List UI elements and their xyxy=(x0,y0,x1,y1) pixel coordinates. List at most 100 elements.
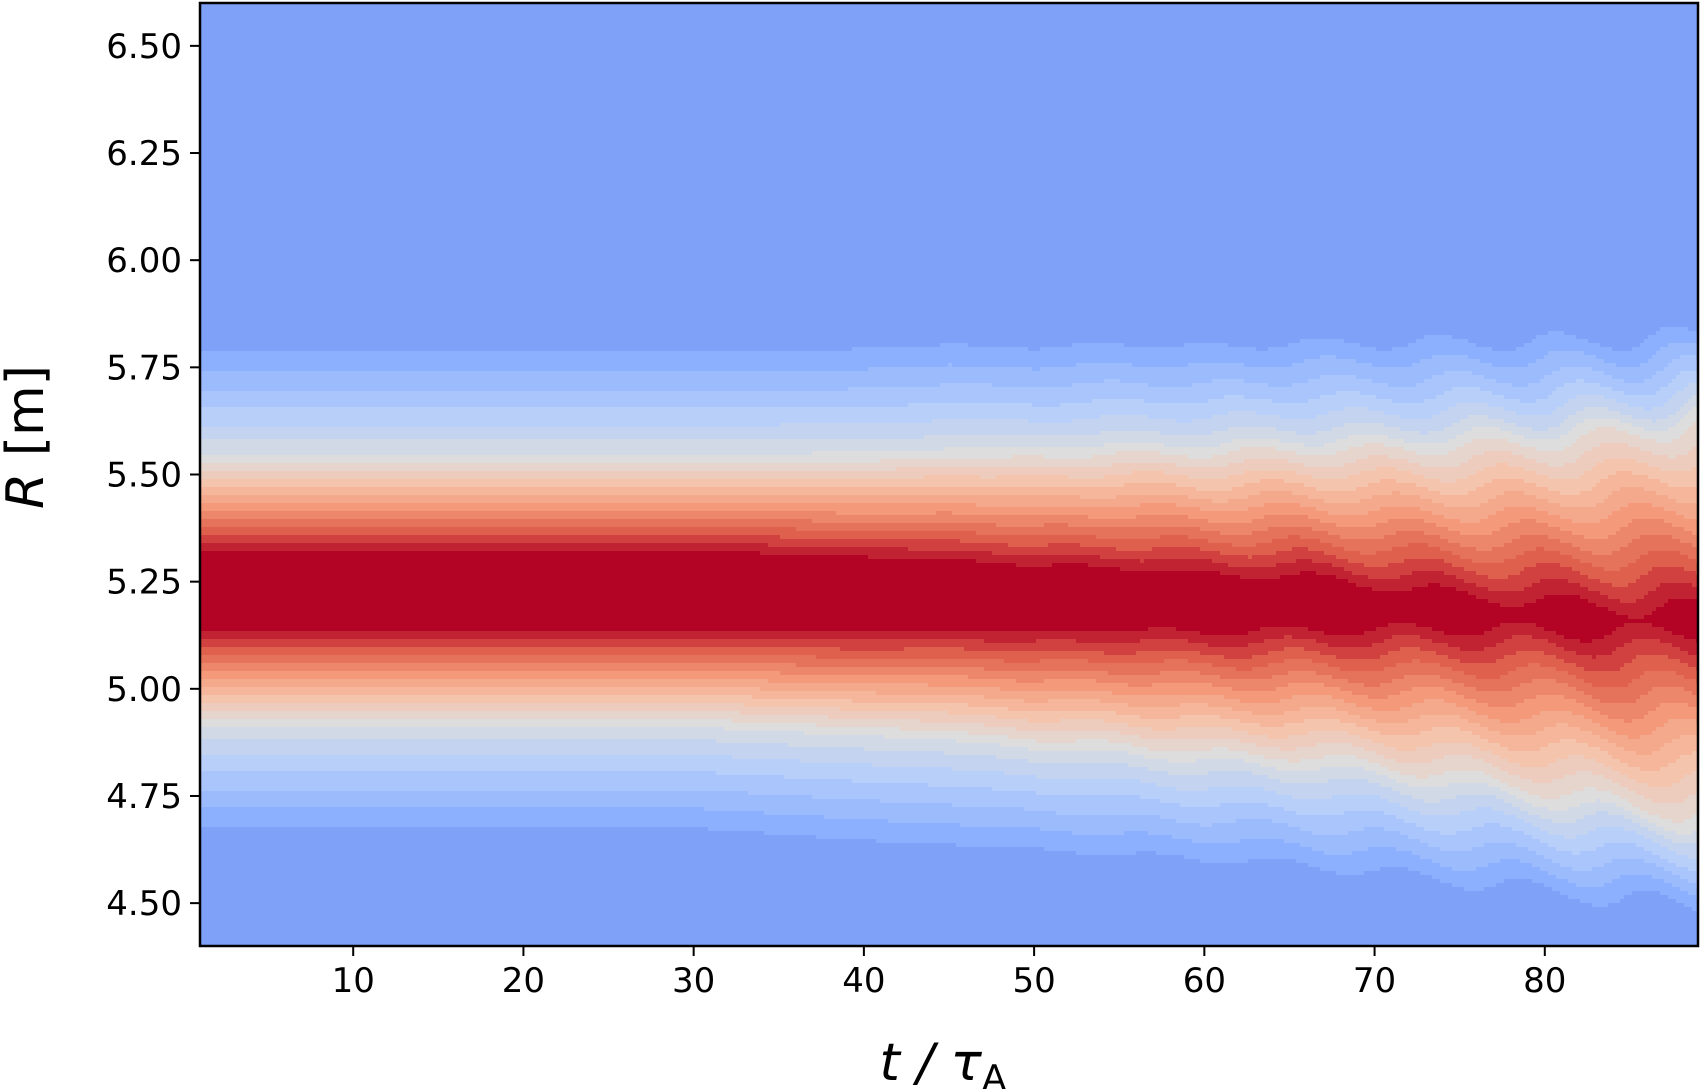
heatmap-cell xyxy=(440,391,445,408)
heatmap-cell xyxy=(256,703,261,712)
heatmap-cell xyxy=(576,519,581,528)
heatmap-cell xyxy=(596,427,601,440)
heatmap-cell xyxy=(368,695,373,704)
heatmap-cell xyxy=(396,487,401,496)
heatmap-cell xyxy=(708,511,713,520)
heatmap-cell xyxy=(544,739,549,756)
heatmap-cell xyxy=(556,463,561,472)
heatmap-cell xyxy=(432,727,437,740)
heatmap-cell xyxy=(556,503,561,512)
heatmap-cell xyxy=(232,695,237,704)
heatmap-cell xyxy=(252,827,257,946)
heatmap-cell xyxy=(424,755,429,772)
heatmap-cell xyxy=(556,711,561,720)
heatmap-cell xyxy=(312,687,317,696)
heatmap-cell xyxy=(704,791,709,812)
heatmap-cell xyxy=(456,771,461,792)
heatmap-cell xyxy=(616,647,621,656)
heatmap-cell xyxy=(220,687,225,696)
heatmap-cell xyxy=(676,407,681,428)
heatmap-cell xyxy=(468,655,473,664)
heatmap-cell xyxy=(388,655,393,664)
heatmap-cell xyxy=(296,371,301,392)
heatmap-cell xyxy=(588,479,593,488)
heatmap-cell xyxy=(356,391,361,408)
heatmap-cell xyxy=(424,663,429,672)
heatmap-cell xyxy=(452,455,457,464)
heatmap-cell xyxy=(420,791,425,808)
heatmap-cell xyxy=(276,771,281,792)
heatmap-cell xyxy=(576,371,581,392)
heatmap-cell xyxy=(412,807,417,828)
heatmap-cell xyxy=(524,503,529,512)
heatmap-cell xyxy=(664,727,669,740)
heatmap-cell xyxy=(504,479,509,488)
heatmap-cell xyxy=(228,719,233,728)
heatmap-cell xyxy=(348,3,353,352)
heatmap-cell xyxy=(692,511,697,520)
heatmap-cell xyxy=(696,471,701,480)
heatmap-cell xyxy=(616,631,621,640)
heatmap-cell xyxy=(492,807,497,828)
heatmap-cell xyxy=(384,727,389,740)
heatmap-cell xyxy=(384,719,389,728)
heatmap-cell xyxy=(296,463,301,472)
heatmap-cell xyxy=(596,511,601,520)
heatmap-cell xyxy=(356,495,361,504)
heatmap-cell xyxy=(636,663,641,672)
heatmap-cell xyxy=(312,543,317,552)
heatmap-cell xyxy=(388,351,393,372)
heatmap-cell xyxy=(392,535,397,544)
heatmap-cell xyxy=(672,679,677,688)
heatmap-cell xyxy=(368,439,373,456)
heatmap-cell xyxy=(480,535,485,544)
heatmap-cell xyxy=(328,739,333,756)
heatmap-cell xyxy=(576,695,581,704)
heatmap-cell xyxy=(556,543,561,552)
heatmap-cell xyxy=(384,351,389,372)
heatmap-cell xyxy=(520,371,525,392)
heatmap-cell xyxy=(300,719,305,728)
heatmap-cell xyxy=(200,687,205,696)
heatmap-cell xyxy=(688,827,693,946)
heatmap-cell xyxy=(608,535,613,544)
heatmap-cell xyxy=(516,663,521,672)
heatmap-cell xyxy=(696,455,701,464)
heatmap-cell xyxy=(696,827,701,946)
heatmap-cell xyxy=(636,703,641,712)
heatmap-cell xyxy=(532,719,537,728)
heatmap-cell xyxy=(588,739,593,756)
heatmap-cell xyxy=(268,527,273,536)
heatmap-cell xyxy=(356,439,361,456)
heatmap-cell xyxy=(260,495,265,504)
heatmap-cell xyxy=(324,3,329,352)
heatmap-cell xyxy=(416,755,421,772)
heatmap-cell xyxy=(472,535,477,544)
heatmap-cell xyxy=(312,463,317,472)
heatmap-cell xyxy=(492,511,497,520)
heatmap-cell xyxy=(424,827,429,946)
heatmap-cell xyxy=(684,351,689,372)
heatmap-cell xyxy=(688,663,693,672)
heatmap-cell xyxy=(496,695,501,704)
heatmap-cell xyxy=(388,495,393,504)
heatmap-cell xyxy=(420,495,425,504)
heatmap-cell xyxy=(324,631,329,640)
heatmap-cell xyxy=(364,471,369,480)
heatmap-cell xyxy=(468,827,473,946)
heatmap-cell xyxy=(444,351,449,372)
heatmap-cell xyxy=(264,703,269,712)
heatmap-cell xyxy=(240,655,245,664)
heatmap-cell xyxy=(576,807,581,828)
heatmap-cell xyxy=(680,407,685,428)
heatmap-cell xyxy=(220,503,225,512)
heatmap-cell xyxy=(588,639,593,648)
heatmap-cell xyxy=(704,827,709,946)
heatmap-cell xyxy=(532,807,537,828)
heatmap-cell xyxy=(212,755,217,772)
heatmap-cell xyxy=(688,679,693,688)
heatmap-cell xyxy=(516,463,521,472)
heatmap-cell xyxy=(376,503,381,512)
heatmap-cell xyxy=(612,655,617,664)
heatmap-cell xyxy=(384,551,389,632)
